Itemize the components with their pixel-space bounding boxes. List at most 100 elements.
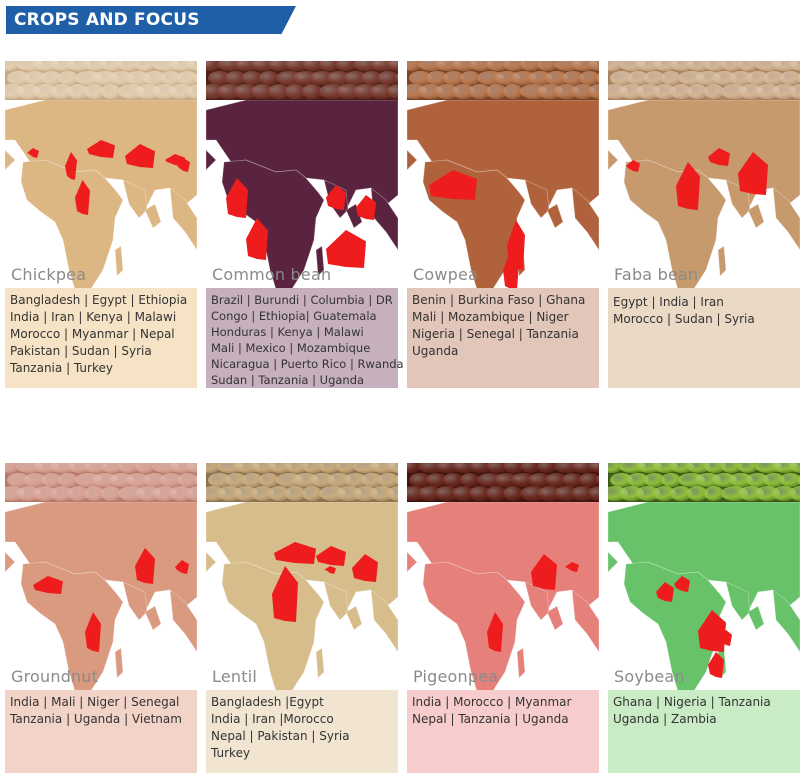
seed-grain — [378, 71, 398, 85]
seed-grain — [571, 61, 597, 71]
seed-grain — [554, 61, 581, 71]
seed-grain — [443, 473, 464, 487]
seed-grain — [234, 463, 260, 473]
seed-grain — [84, 61, 107, 71]
seed-grain — [537, 61, 557, 71]
seed-grain — [353, 61, 380, 71]
seed-grain — [5, 463, 19, 473]
seed-grain — [302, 463, 324, 473]
country-line: Mali | Mexico | Mozambique — [211, 341, 371, 355]
crop-name: Faba bean — [614, 265, 699, 284]
seed-photo — [5, 61, 197, 100]
seed-grain — [636, 61, 662, 71]
seed-grain — [5, 61, 19, 71]
seed-grain — [486, 463, 509, 473]
seed-grain — [435, 463, 461, 473]
seed-grain — [268, 61, 292, 71]
country-line: Turkey — [211, 746, 251, 760]
seed-grain — [225, 71, 247, 85]
country-line: Bangladesh | Egypt | Ethiopia — [10, 293, 188, 307]
seed-grain — [687, 463, 710, 473]
seed-photo — [206, 463, 398, 502]
seed-grain — [469, 84, 491, 99]
seed-grain — [755, 61, 782, 71]
seed-grain — [319, 61, 340, 71]
seed-photo — [608, 463, 800, 502]
seed-grain — [16, 463, 43, 473]
country-line: Morocco | Sudan | Syria — [613, 312, 755, 326]
seed-grain — [16, 61, 43, 71]
seed-grain — [797, 473, 800, 487]
seed-grain — [661, 473, 681, 487]
seed-grain — [627, 473, 649, 487]
seed-grain — [588, 486, 599, 501]
map — [608, 502, 800, 722]
seed-grain — [704, 486, 724, 501]
seed-grain — [755, 463, 782, 473]
country-list: Benin | Burkina Faso | Ghana Mali | Moza… — [407, 288, 599, 388]
seed-grain — [608, 463, 622, 473]
seed-grain — [395, 473, 398, 487]
seed-grain — [302, 486, 322, 501]
seed-grain — [319, 463, 340, 473]
seed-grain — [387, 84, 398, 99]
seed-grain — [418, 463, 445, 473]
seed-grain — [619, 463, 646, 473]
seed-grain — [789, 84, 800, 99]
seed-grain — [370, 61, 396, 71]
seed-grain — [67, 84, 89, 99]
seed-grain — [721, 463, 742, 473]
seed-grain — [644, 473, 665, 487]
seed-grain — [537, 463, 557, 473]
country-line: Nigeria | Senegal | Tanzania — [412, 327, 579, 341]
seed-grain — [670, 486, 692, 501]
seed-grain — [780, 473, 800, 487]
seed-grain — [361, 473, 383, 487]
seed-grain — [704, 84, 724, 99]
seed-grain — [738, 463, 758, 473]
seed-grain — [443, 71, 464, 85]
seed-grain — [772, 463, 798, 473]
crop-name: Pigeonpea — [413, 667, 499, 686]
seed-grain — [503, 486, 523, 501]
seed-grain — [653, 463, 678, 473]
seed-photo — [206, 61, 398, 100]
seed-grain — [152, 463, 179, 473]
seed-grain — [217, 61, 244, 71]
seed-grain — [242, 473, 263, 487]
seed-grain — [58, 71, 78, 85]
seed-grain — [302, 61, 324, 71]
seed-grain — [469, 463, 493, 473]
seed-grain — [588, 84, 599, 99]
seed-grain — [407, 463, 421, 473]
map — [407, 502, 599, 722]
seed-grain — [206, 61, 220, 71]
seed-grain — [50, 463, 75, 473]
country-list: India | Mali | Niger | Senegal Tanzania … — [5, 690, 197, 773]
seed-grain — [101, 61, 123, 71]
seed-grain — [118, 61, 139, 71]
seed-grain — [285, 61, 308, 71]
seed-grain — [84, 84, 105, 99]
seed-grain — [101, 463, 123, 473]
country-list: Egypt | India | Iran Morocco | Sudan | S… — [608, 288, 800, 388]
seed-grain — [562, 71, 584, 85]
seed-grain — [225, 473, 247, 487]
seed-grain — [588, 463, 599, 473]
country-line: India | Morocco | Myanmar — [412, 695, 572, 709]
seed-grain — [687, 61, 710, 71]
country-line: Sudan | Tanzania | Uganda — [211, 373, 365, 387]
map — [206, 100, 398, 320]
seed-grain — [152, 61, 179, 71]
seed-grain — [58, 473, 78, 487]
map — [407, 100, 599, 320]
map — [5, 100, 197, 320]
seed-grain — [387, 463, 398, 473]
seed-grain — [194, 71, 197, 85]
seed-grain — [636, 463, 662, 473]
country-line: Mali | Mozambique | Niger — [412, 310, 569, 324]
seed-grain — [554, 463, 581, 473]
country-line: Pakistan | Sudan | Syria — [10, 344, 152, 358]
seed-grain — [579, 473, 599, 487]
country-list: India | Morocco | Myanmar Nepal | Tanzan… — [407, 690, 599, 773]
